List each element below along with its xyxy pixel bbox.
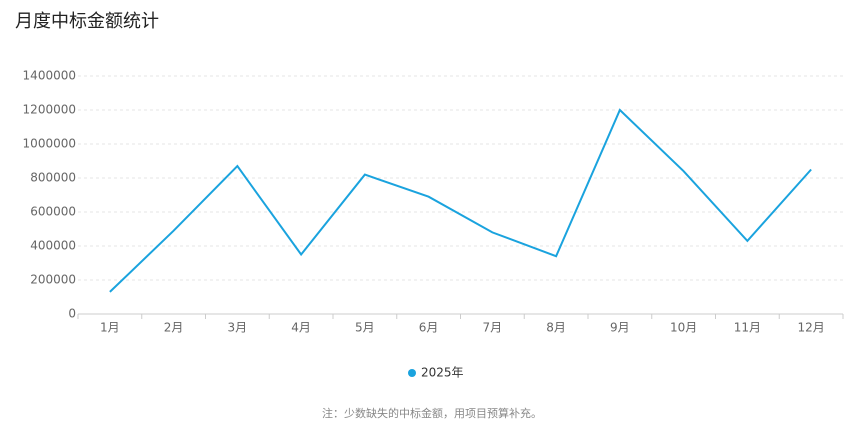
chart-title: 月度中标金额统计 <box>15 11 159 32</box>
line <box>109 108 812 293</box>
x-tick-label: 9月 <box>610 321 630 335</box>
x-tick-label: 1月 <box>100 321 120 335</box>
x-tick-label: 11月 <box>734 321 761 335</box>
y-tick-label: 1000000 <box>23 137 76 151</box>
legend-label: 2025年 <box>421 366 464 380</box>
y-tick-label: 1200000 <box>23 103 76 117</box>
x-tick-label: 2月 <box>164 321 184 335</box>
legend-marker <box>408 369 416 377</box>
note: 注：少数缺失的中标金额，用项目预算补充。 <box>322 406 542 420</box>
x-tick-label: 8月 <box>546 321 566 335</box>
x-tick-label: 4月 <box>291 321 311 335</box>
x-tick-label: 7月 <box>483 321 503 335</box>
y-tick-label: 400000 <box>30 239 76 253</box>
y-tick-label: 200000 <box>30 273 76 287</box>
x-tick-label: 6月 <box>419 321 439 335</box>
y-tick-label: 800000 <box>30 171 76 185</box>
x-tick-label: 5月 <box>355 321 375 335</box>
x-tick-label: 12月 <box>797 321 824 335</box>
x-tick-label: 3月 <box>228 321 248 335</box>
y-tick-label: 600000 <box>30 205 76 219</box>
x-tick-label: 10月 <box>670 321 697 335</box>
y-tick-label: 1400000 <box>23 69 76 83</box>
y-tick-label: 0 <box>68 307 76 321</box>
